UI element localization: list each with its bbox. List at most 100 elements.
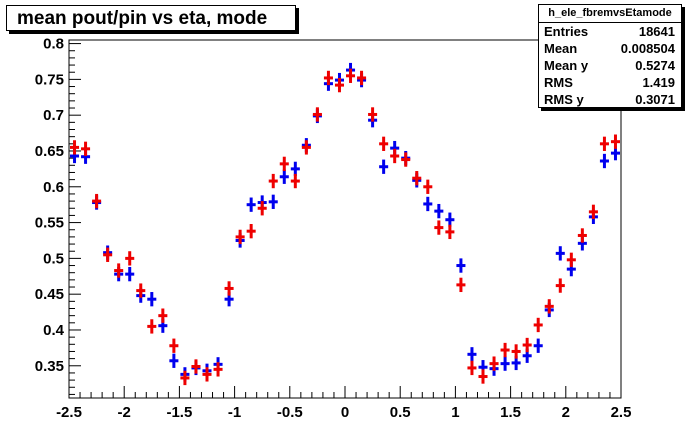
series-2-point — [456, 277, 466, 293]
y-tick-label: 0.7 — [43, 107, 64, 124]
stats-label: Entries — [544, 24, 589, 39]
series-2-point — [246, 224, 256, 239]
series-2-point — [158, 308, 168, 323]
series-2-point — [445, 224, 455, 240]
stats-row-rms-y: RMS y 0.3071 — [539, 91, 681, 108]
series-2-point — [434, 220, 444, 235]
series-1-point — [147, 292, 157, 307]
series-2-point — [346, 68, 356, 83]
y-tick-label: 0.6 — [43, 179, 64, 196]
series-1-point — [456, 258, 466, 273]
series-2-point — [81, 141, 91, 156]
stats-label: Mean y — [544, 58, 589, 73]
y-tick-label: 0.8 — [43, 36, 64, 53]
series-2-point — [312, 107, 322, 122]
x-tick-label: 2 — [562, 404, 570, 421]
series-2-point — [224, 281, 234, 296]
x-tick-label: -2 — [118, 404, 131, 421]
series-1-point — [279, 169, 289, 184]
series-1-point — [445, 212, 455, 227]
series-2-point — [257, 201, 267, 216]
x-tick-label: -0.5 — [277, 404, 303, 421]
stats-row-mean-y: Mean y 0.5274 — [539, 57, 681, 74]
plot-title: mean pout/pin vs eta, mode — [6, 5, 296, 31]
series-2-point — [169, 338, 179, 353]
series-2-point — [566, 252, 576, 267]
series-1-point — [599, 153, 609, 169]
series-2-point — [390, 148, 400, 164]
x-tick-label: 1 — [451, 404, 459, 421]
y-tick-label: 0.35 — [35, 358, 64, 375]
x-tick-label: -2.5 — [56, 404, 82, 421]
x-tick-label: -1 — [228, 404, 241, 421]
series-2-point — [279, 156, 289, 172]
series-2-point — [544, 299, 554, 314]
series-2-point — [180, 370, 190, 386]
y-tick-label: 0.75 — [35, 71, 64, 88]
series-1-point — [125, 266, 135, 282]
series-2-point — [103, 247, 113, 262]
series-2-point — [92, 193, 102, 209]
series-1-point — [500, 356, 510, 371]
series-2-point — [70, 140, 80, 155]
stats-title: h_ele_fbremvsEtamode — [539, 5, 681, 23]
y-tick-label: 0.5 — [43, 250, 64, 267]
stats-row-entries: Entries 18641 — [539, 23, 681, 40]
y-tick-label: 0.55 — [35, 215, 64, 232]
series-1-point — [467, 347, 477, 362]
series-2-point — [522, 337, 532, 353]
stats-value: 0.3071 — [635, 92, 675, 107]
series-2-point — [511, 344, 521, 359]
stats-label: RMS y — [544, 92, 584, 107]
series-2-point — [136, 283, 146, 298]
x-tick-label: 2.5 — [611, 404, 632, 421]
series-1-point — [533, 338, 543, 353]
series-1-point — [555, 246, 565, 261]
stats-value: 0.5274 — [635, 58, 675, 73]
series-2-point — [301, 140, 311, 155]
series-2-point — [114, 263, 124, 278]
stats-label: RMS — [544, 75, 573, 90]
y-tick-label: 0.4 — [43, 322, 65, 339]
series-2-point — [334, 77, 344, 93]
series-1-point — [246, 197, 256, 212]
series-2-point — [423, 179, 433, 194]
stats-label: Mean — [544, 41, 578, 56]
series-2-point — [191, 359, 201, 374]
series-1-point — [379, 159, 389, 174]
series-2-point — [588, 204, 598, 219]
series-2-point — [478, 369, 488, 384]
series-1-point — [434, 203, 444, 219]
series-2-point — [147, 319, 157, 334]
series-2-point — [125, 251, 135, 266]
series-1-point — [423, 196, 433, 212]
series-2-point — [268, 173, 278, 189]
series-2-point — [467, 360, 477, 376]
x-tick-label: 0.5 — [390, 404, 411, 421]
stats-value: 0.008504 — [620, 41, 675, 56]
series-2-point — [500, 342, 510, 358]
series-2-point — [599, 136, 609, 151]
series-2-point — [533, 317, 543, 333]
series-2-point — [290, 173, 300, 189]
y-tick-label: 0.45 — [35, 286, 64, 303]
series-2-point — [357, 70, 367, 86]
series-2-point — [323, 70, 333, 86]
series-2-point — [379, 136, 389, 151]
stats-row-rms: RMS 1.419 — [539, 74, 681, 91]
series-2-point — [401, 152, 411, 167]
x-tick-label: 1.5 — [500, 404, 521, 421]
x-tick-label: -1.5 — [166, 404, 192, 421]
series-2-point — [412, 171, 422, 186]
series-2-point — [577, 228, 587, 243]
series-1-point — [169, 353, 179, 368]
stats-row-mean: Mean 0.008504 — [539, 40, 681, 57]
stats-value: 1.419 — [642, 75, 675, 90]
series-2-point — [368, 107, 378, 122]
series-2-point — [610, 134, 620, 149]
series-2-point — [235, 229, 245, 245]
series-1-point — [268, 194, 278, 209]
series-2-point — [555, 278, 565, 293]
series-2-point — [213, 362, 223, 377]
